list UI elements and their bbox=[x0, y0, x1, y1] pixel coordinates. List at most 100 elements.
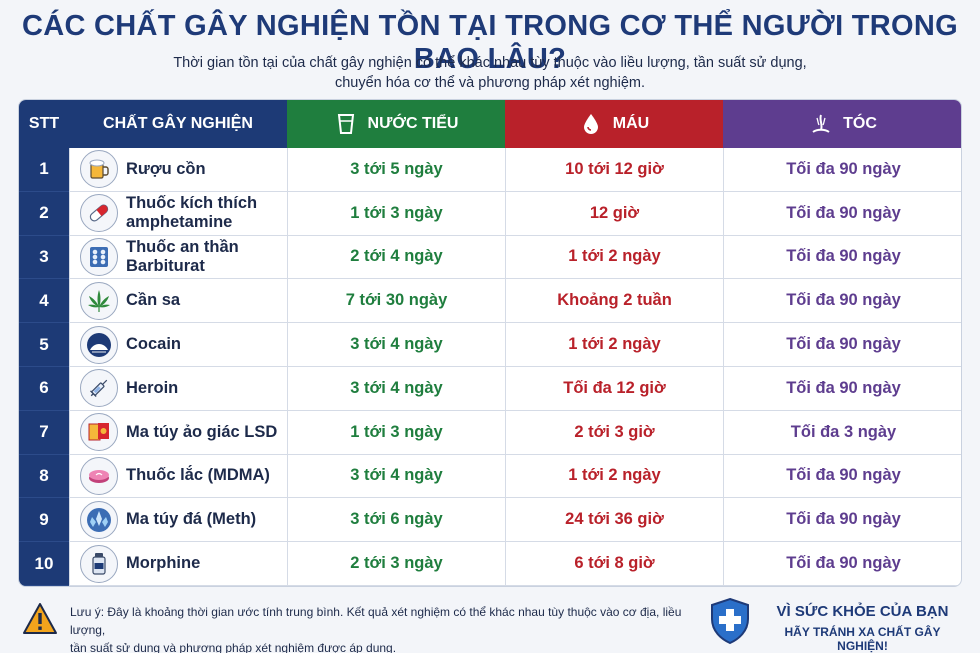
substance-name: Cocain bbox=[126, 335, 181, 354]
blood-duration: 1 tới 2 ngày bbox=[505, 454, 723, 499]
crystal-icon bbox=[80, 500, 118, 539]
header-blood-label: MÁU bbox=[612, 115, 650, 132]
vial-icon bbox=[80, 544, 118, 583]
substance-name-line-1: Ma túy ảo giác LSD bbox=[126, 422, 278, 441]
hair-duration: Tối đa 90 ngày bbox=[723, 367, 961, 411]
urine-duration: 2 tới 3 ngày bbox=[287, 542, 505, 586]
subtitle-line-2: chuyển hóa cơ thể và phương pháp xét ngh… bbox=[334, 75, 646, 91]
table-row: 10 Morphine 2 tới 3 ngày 6 tới 8 giờ Tối đa … bbox=[19, 542, 961, 586]
substance-name: Ma túy ảo giác LSD bbox=[126, 423, 277, 442]
hair-duration: Tối đa 90 ngày bbox=[723, 191, 961, 236]
row-number: 4 bbox=[19, 279, 69, 324]
blood-duration: 1 tới 2 ngày bbox=[505, 323, 723, 367]
substance-name-line-1: Rượu cồn bbox=[126, 159, 206, 178]
ecstasy-pill-icon bbox=[80, 456, 118, 495]
substance-cell: Thuốc kích thích amphetamine bbox=[69, 191, 287, 236]
substance-name-line-1: Ma túy đá (Meth) bbox=[126, 510, 257, 529]
table-row: 1 Rượu cồn 3 tới 5 ngày 10 tới 12 giờ Tối đa… bbox=[19, 148, 961, 192]
substance-cell: Cocain bbox=[69, 323, 287, 367]
table-row: 4 Cần sa 7 tới 30 ngày Khoảng 2 tuần Tối đa … bbox=[19, 279, 961, 324]
page-title: CÁC CHẤT GÂY NGHIỆN TỒN TẠI TRONG CƠ THỂ… bbox=[21, 10, 959, 75]
note-line-1: Lưu ý: Đây là khoảng thời gian ước tính … bbox=[70, 605, 682, 637]
blood-duration: 1 tới 2 ngày bbox=[505, 235, 723, 280]
urine-duration: 3 tới 4 ngày bbox=[287, 367, 505, 411]
header-urine: NƯỚC TIỂU bbox=[287, 100, 505, 148]
row-number: 10 bbox=[19, 542, 69, 586]
blood-duration: 12 giờ bbox=[505, 191, 723, 236]
hair-duration: Tối đa 90 ngày bbox=[723, 542, 961, 586]
substance-cell: Rượu cồn bbox=[69, 148, 287, 192]
blood-duration: 10 tới 12 giờ bbox=[505, 148, 723, 192]
urine-duration: 3 tới 6 ngày bbox=[287, 498, 505, 543]
substance-name: Heroin bbox=[126, 379, 178, 398]
page-subtitle: Thời gian tồn tại của chất gây nghiện có… bbox=[60, 53, 920, 93]
substance-name-line-1: Cần sa bbox=[126, 291, 181, 310]
substance-table: STT CHẤT GÂY NGHIỆN NƯỚC TIỂU MÁU TÓC 1 R… bbox=[18, 99, 962, 587]
row-number: 5 bbox=[19, 323, 69, 367]
hair-duration: Tối đa 3 ngày bbox=[723, 410, 961, 455]
table-row: 9 Ma túy đá (Meth) 3 tới 6 ngày 24 tới 36 g… bbox=[19, 498, 961, 543]
substance-name: Rượu cồn bbox=[126, 160, 206, 179]
substance-name: Cần sa bbox=[126, 291, 180, 310]
hair-duration: Tối đa 90 ngày bbox=[723, 279, 961, 324]
urine-duration: 3 tới 4 ngày bbox=[287, 454, 505, 499]
substance-cell: Cần sa bbox=[69, 279, 287, 324]
table-row: 5 Cocain 3 tới 4 ngày 1 tới 2 ngày Tối đa 90… bbox=[19, 323, 961, 367]
substance-name-line-1: Cocain bbox=[126, 335, 182, 354]
slogan-line-2: HÃY TRÁNH XA CHẤT GÂY NGHIỆN! bbox=[784, 625, 941, 653]
hair-duration: Tối đa 90 ngày bbox=[723, 498, 961, 543]
hair-duration: Tối đa 90 ngày bbox=[723, 235, 961, 280]
substance-name: Ma túy đá (Meth) bbox=[126, 510, 256, 529]
table-row: 7 Ma túy ảo giác LSD 1 tới 3 ngày 2 tới 3 g… bbox=[19, 410, 961, 455]
row-number: 6 bbox=[19, 367, 69, 411]
substance-cell: Thuốc an thần Barbiturat bbox=[69, 235, 287, 280]
pill-blister-icon bbox=[80, 237, 118, 276]
urine-duration: 2 tới 4 ngày bbox=[287, 235, 505, 280]
row-number: 8 bbox=[19, 454, 69, 499]
table-row: 2 Thuốc kích thích amphetamine 1 tới 3 ngày… bbox=[19, 191, 961, 236]
blood-duration: Tối đa 12 giờ bbox=[505, 367, 723, 411]
urine-duration: 7 tới 30 ngày bbox=[287, 279, 505, 324]
substance-cell: Thuốc lắc (MDMA) bbox=[69, 454, 287, 499]
table-row: 8 Thuốc lắc (MDMA) 3 tới 4 ngày 1 tới 2 ngà… bbox=[19, 454, 961, 499]
substance-cell: Ma túy đá (Meth) bbox=[69, 498, 287, 543]
hair-duration: Tối đa 90 ngày bbox=[723, 323, 961, 367]
slogan-line-1: VÌ SỨC KHỎE CỦA BẠN bbox=[776, 603, 949, 620]
medical-shield-icon bbox=[711, 597, 749, 645]
substance-name-line-2: amphetamine bbox=[126, 213, 233, 232]
header-stt: STT bbox=[19, 100, 69, 148]
urine-duration: 3 tới 4 ngày bbox=[287, 323, 505, 367]
header-blood: MÁU bbox=[505, 100, 723, 148]
substance-name-line-1: Thuốc an thần bbox=[126, 237, 239, 256]
row-number: 2 bbox=[19, 191, 69, 236]
subtitle-line-1: Thời gian tồn tại của chất gây nghiện có… bbox=[173, 55, 807, 71]
blood-duration: 2 tới 3 giờ bbox=[505, 410, 723, 455]
substance-cell: Ma túy ảo giác LSD bbox=[69, 410, 287, 455]
warning-icon bbox=[23, 603, 57, 634]
substance-name-line-1: Morphine bbox=[126, 554, 201, 573]
urine-duration: 1 tới 3 ngày bbox=[287, 410, 505, 455]
capsule-icon bbox=[80, 194, 118, 233]
urine-duration: 3 tới 5 ngày bbox=[287, 148, 505, 192]
substance-name: Thuốc kích thích amphetamine bbox=[126, 194, 257, 232]
row-number: 3 bbox=[19, 235, 69, 280]
row-number: 7 bbox=[19, 410, 69, 455]
substance-name-line-2: Barbiturat bbox=[126, 256, 205, 275]
syringe-icon bbox=[80, 369, 118, 408]
beer-mug-icon bbox=[80, 150, 118, 189]
blood-duration: Khoảng 2 tuần bbox=[505, 279, 723, 324]
blood-duration: 6 tới 8 giờ bbox=[505, 542, 723, 586]
header-substance-label: CHẤT GÂY NGHIỆN bbox=[103, 115, 253, 132]
cannabis-leaf-icon bbox=[80, 281, 118, 320]
substance-name: Morphine bbox=[126, 554, 200, 573]
substance-name-line-1: Heroin bbox=[126, 378, 179, 397]
footer-note: Lưu ý: Đây là khoảng thời gian ước tính … bbox=[70, 603, 710, 653]
blotter-paper-icon bbox=[80, 413, 118, 452]
blood-duration: 24 tới 36 giờ bbox=[505, 498, 723, 543]
header-urine-label: NƯỚC TIỂU bbox=[367, 115, 459, 132]
header-substance: CHẤT GÂY NGHIỆN bbox=[69, 100, 287, 148]
row-number: 9 bbox=[19, 498, 69, 543]
powder-icon bbox=[80, 325, 118, 364]
blood-drop-icon bbox=[583, 114, 598, 134]
table-row: 3 Thuốc an thần Barbiturat 2 tới 4 ngày 1 tớ… bbox=[19, 235, 961, 280]
